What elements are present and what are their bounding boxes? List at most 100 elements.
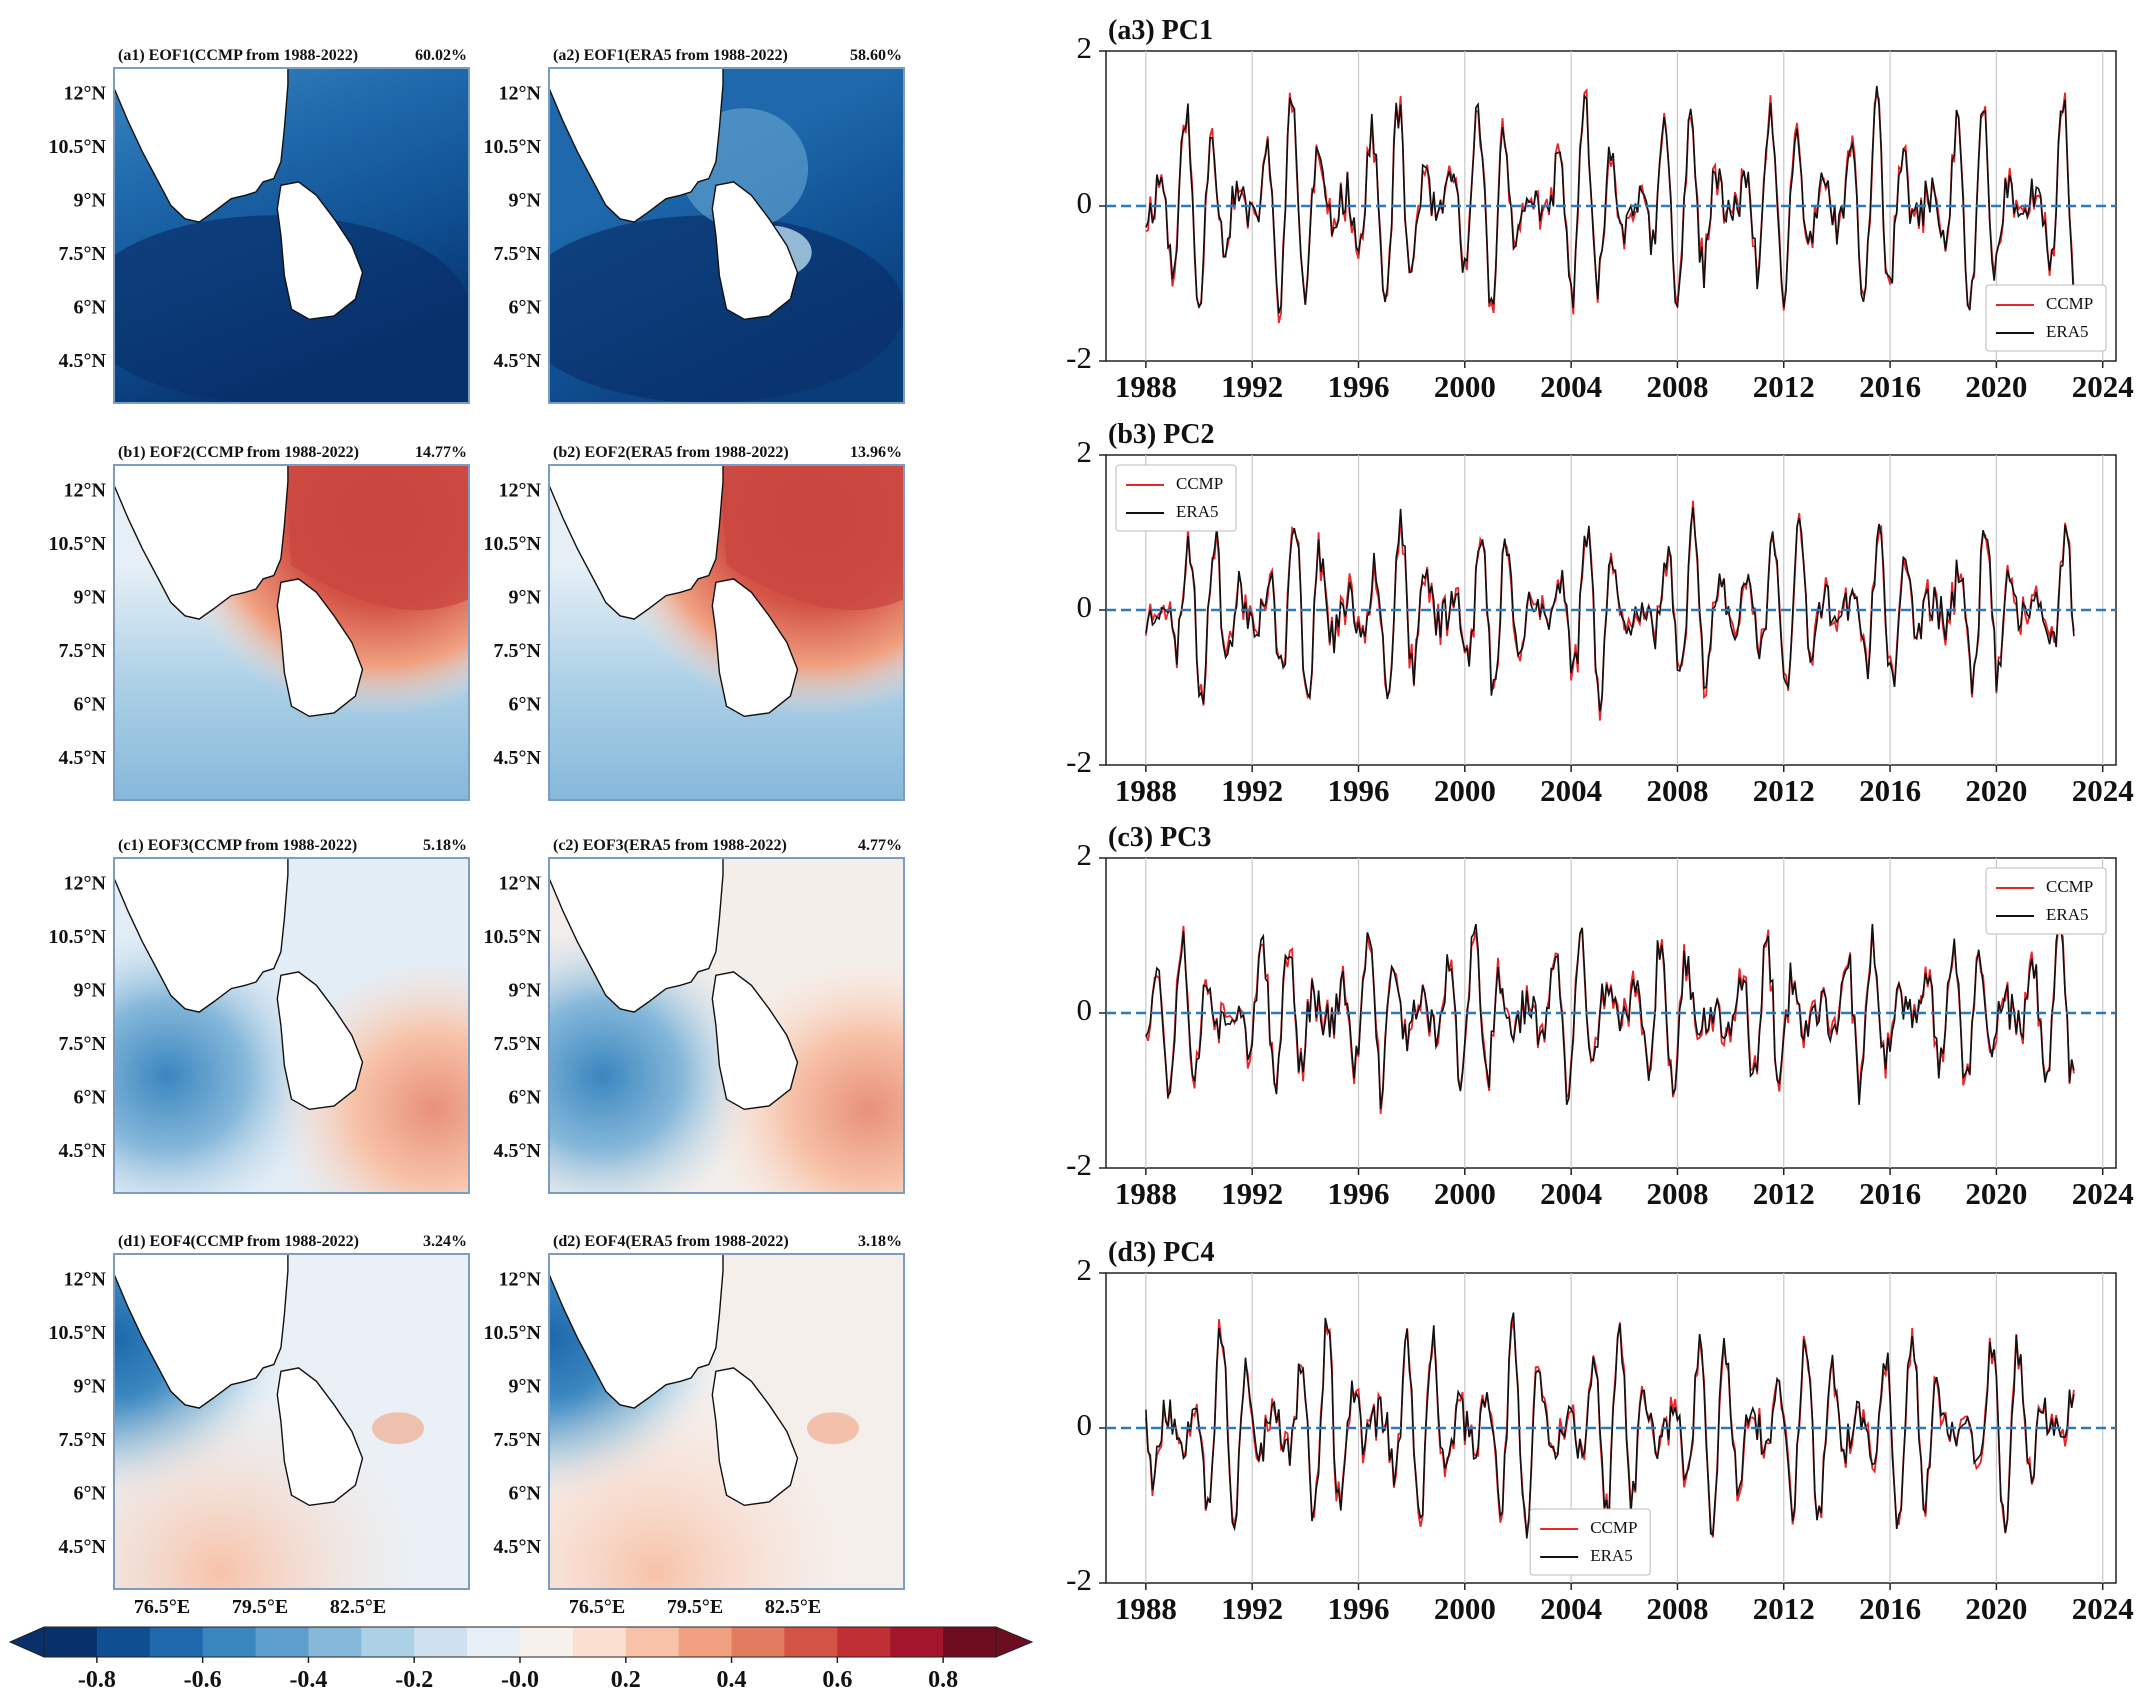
lat-label: 10.5°N [49, 533, 107, 555]
panel-frame [548, 464, 905, 801]
colorbar-segment [414, 1627, 468, 1657]
x-tick-label: 1992 [1221, 1176, 1283, 1211]
lat-label: 9°N [74, 190, 107, 212]
chart-title: (d3) PC4 [1108, 1237, 1215, 1268]
panel-title: (c2) EOF3(ERA5 from 1988-2022) [553, 837, 787, 854]
panel-frame [113, 1253, 470, 1590]
x-tick-label: 2000 [1434, 369, 1496, 404]
colorbar-segment [149, 1627, 204, 1657]
colorbar-tick-label: 0.4 [717, 1667, 747, 1692]
eof-panel-d1: (d1) EOF4(CCMP from 1988-2022) 3.24% 12°N 1… [49, 1233, 470, 1618]
lat-label: 7.5°N [494, 243, 542, 265]
lat-label: 9°N [74, 980, 107, 1002]
eof-panel-c1: (c1) EOF3(CCMP from 1988-2022) 5.18% 12°N 1… [49, 837, 470, 1194]
series-era5 [1145, 1312, 2075, 1539]
india-land [114, 68, 289, 223]
india-land [549, 858, 724, 1013]
x-tick-label: 2024 [2072, 773, 2134, 808]
series-era5 [1145, 923, 2075, 1109]
panel-frame [113, 857, 470, 1194]
colorbar-tick-label: -0.8 [78, 1667, 116, 1692]
colorbar-segment [731, 1627, 785, 1657]
x-tick-label: 2004 [1540, 1591, 1602, 1626]
x-tick-label: 1988 [1115, 1176, 1177, 1211]
legend-label: ERA5 [1176, 502, 1219, 521]
legend-label: ERA5 [1590, 1546, 1633, 1565]
panel-title: (a1) EOF1(CCMP from 1988-2022) [118, 47, 358, 64]
lon-label: 76.5°E [569, 1596, 625, 1618]
panel-frame [548, 857, 905, 1194]
field-b1 [114, 465, 469, 800]
lat-label: 9°N [509, 190, 542, 212]
x-tick-label: 1996 [1328, 369, 1390, 404]
india-land [114, 858, 289, 1013]
colorbar: -0.8 -0.6 -0.4 -0.2 -0.0 0.2 0.4 0.6 0.8 [8, 1626, 1034, 1692]
lon-label: 82.5°E [765, 1596, 821, 1618]
lat-label: 7.5°N [59, 1429, 107, 1451]
lat-label: 10.5°N [484, 533, 542, 555]
lat-label: 12°N [499, 1269, 542, 1291]
lat-label: 4.5°N [59, 350, 107, 372]
y-tick-label: 0 [1077, 589, 1093, 624]
lat-label: 7.5°N [494, 1033, 542, 1055]
legend-label: CCMP [2046, 877, 2093, 896]
x-tick-label: 1988 [1115, 369, 1177, 404]
y-tick-label: 2 [1077, 1252, 1093, 1287]
lat-label: 6°N [509, 1483, 542, 1505]
india-land [549, 465, 724, 620]
lon-label: 82.5°E [330, 1596, 386, 1618]
colorbar-segment [784, 1627, 838, 1657]
panel-variance: 13.96% [850, 444, 902, 461]
colorbar-segment [572, 1627, 627, 1657]
panel-variance: 3.18% [858, 1233, 902, 1250]
lat-label: 4.5°N [494, 350, 542, 372]
colorbar-tick-label: -0.6 [184, 1667, 222, 1692]
x-tick-label: 1992 [1221, 773, 1283, 808]
x-tick-label: 2008 [1646, 1591, 1708, 1626]
field-d2 [549, 1254, 904, 1589]
x-tick-label: 2024 [2072, 369, 2134, 404]
colorbar-segment [361, 1627, 415, 1657]
panel-variance: 60.02% [415, 47, 467, 64]
field-b2 [549, 465, 904, 800]
x-tick-label: 2008 [1646, 1176, 1708, 1211]
panel-variance: 58.60% [850, 47, 902, 64]
srilanka-land [711, 181, 799, 321]
x-tick-label: 1988 [1115, 773, 1177, 808]
pc-chart-d3: (d3) PC4 1988 1992 1996 2000 2004 2008 2012 2016… [1066, 1237, 2134, 1626]
x-tick-label: 2004 [1540, 369, 1602, 404]
lat-label: 4.5°N [494, 747, 542, 769]
panel-title: (d1) EOF4(CCMP from 1988-2022) [118, 1233, 359, 1250]
lat-label: 4.5°N [59, 1536, 107, 1558]
colorbar-segment [308, 1627, 362, 1657]
lat-label: 10.5°N [49, 136, 107, 158]
y-tick-label: 2 [1077, 434, 1093, 469]
legend: CCMP ERA5 [1529, 1508, 1651, 1576]
x-tick-label: 2008 [1646, 773, 1708, 808]
india-land [114, 465, 289, 620]
x-tick-label: 2012 [1753, 1176, 1815, 1211]
chart-title: (a3) PC1 [1108, 15, 1213, 46]
lat-label: 6°N [74, 1483, 107, 1505]
india-land [549, 1254, 724, 1409]
y-tick-label: -2 [1066, 744, 1092, 779]
x-tick-label: 2008 [1646, 369, 1708, 404]
field-a2 [549, 68, 904, 403]
legend: CCMP ERA5 [1985, 284, 2107, 352]
lat-label: 12°N [64, 1269, 107, 1291]
colorbar-segment [678, 1627, 733, 1657]
x-tick-label: 1996 [1328, 1591, 1390, 1626]
x-tick-label: 2016 [1859, 1176, 1921, 1211]
legend-label: CCMP [1176, 474, 1223, 493]
x-tick-label: 1996 [1328, 1176, 1390, 1211]
colorbar-segment [255, 1627, 309, 1657]
pc-chart-b3: (b3) PC2 1988 1992 1996 2000 2004 2008 2012 2016… [1066, 419, 2134, 808]
colorbar-segment [467, 1627, 521, 1657]
y-tick-label: 0 [1077, 1407, 1093, 1442]
chart-title: (b3) PC2 [1108, 419, 1215, 450]
legend: CCMP ERA5 [1985, 867, 2107, 935]
colorbar-extend-max [995, 1626, 1034, 1658]
lon-label: 76.5°E [134, 1596, 190, 1618]
panel-frame [548, 67, 905, 404]
series-era5 [1145, 85, 2075, 314]
